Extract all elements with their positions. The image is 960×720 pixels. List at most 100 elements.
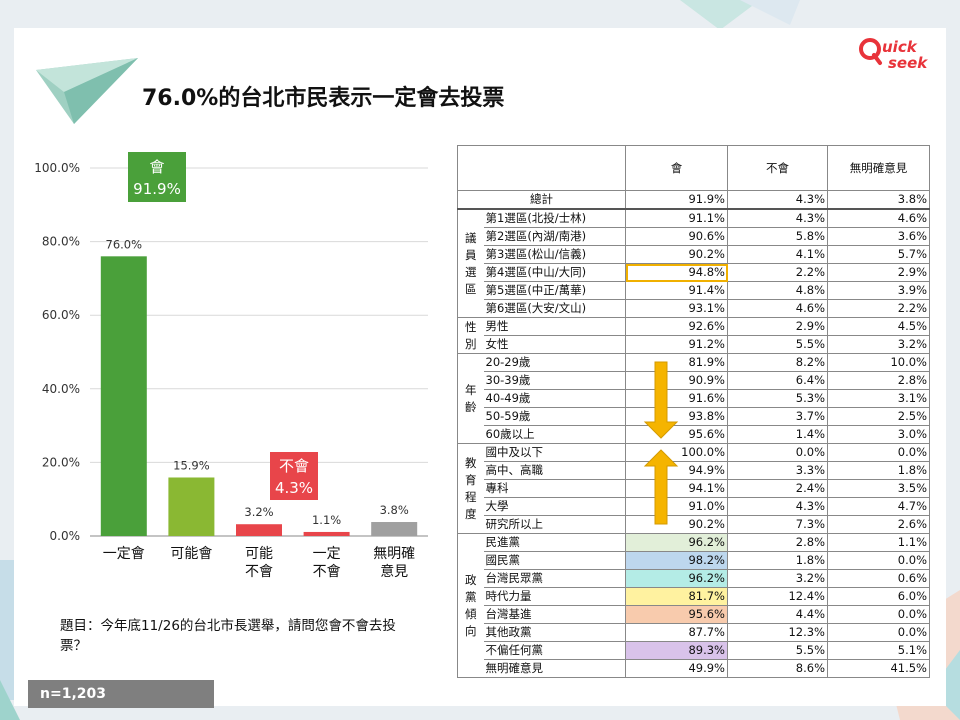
row-label: 男性 — [483, 317, 626, 336]
table-cell: 90.2% — [625, 245, 728, 264]
table-cell: 5.7% — [827, 245, 930, 264]
row-label: 國中及以下 — [483, 443, 626, 462]
row-label: 其他政黨 — [483, 623, 626, 642]
data-label: 15.9% — [173, 458, 210, 472]
table-cell: 95.6% — [625, 425, 728, 444]
row-label: 50-59歲 — [483, 407, 626, 426]
table-cell: 4.3% — [727, 190, 828, 210]
row-label: 時代力量 — [483, 587, 626, 606]
table-cell: 2.4% — [727, 479, 828, 498]
table-cell: 3.9% — [827, 281, 930, 300]
data-label: 76.0% — [106, 237, 143, 251]
paper-plane-icon — [36, 58, 138, 124]
table-cell: 91.6% — [625, 389, 728, 408]
table-cell: 3.2% — [827, 335, 930, 354]
table-cell: 0.6% — [827, 569, 930, 588]
table-cell: 1.4% — [727, 425, 828, 444]
row-label: 總計 — [457, 190, 626, 210]
table-cell: 2.9% — [727, 317, 828, 336]
table-cell: 49.9% — [625, 659, 728, 678]
row-label: 20-29歲 — [483, 353, 626, 372]
table-cell: 2.5% — [827, 407, 930, 426]
table-row: 40-49歲 91.6% 5.3% 3.1% — [458, 389, 930, 408]
table-cell: 4.1% — [727, 245, 828, 264]
table-cell: 3.6% — [827, 227, 930, 246]
table-cell: 0.0% — [727, 443, 828, 462]
row-label: 研究所以上 — [483, 515, 626, 534]
row-label: 女性 — [483, 335, 626, 354]
table-cell: 96.2% — [625, 533, 728, 552]
callout-value: 4.3% — [275, 479, 313, 497]
group-label: 性別 — [457, 317, 484, 354]
table-row: 無明確意見 49.9% 8.6% 41.5% — [458, 659, 930, 678]
row-label: 第2選區(內湖/南港) — [483, 227, 626, 246]
table-cell: 8.2% — [727, 353, 828, 372]
table-cell: 91.4% — [625, 281, 728, 300]
table-row: 年齡 20-29歲 81.9% 8.2% 10.0% — [457, 353, 930, 444]
table-cell: 90.6% — [625, 227, 728, 246]
callout-value: 91.9% — [133, 180, 181, 198]
table-cell: 3.1% — [827, 389, 930, 408]
sample-size: n=1,203 — [28, 680, 214, 708]
table-cell: 3.8% — [827, 190, 930, 210]
table-row: 女性 91.2% 5.5% 3.2% — [458, 335, 930, 354]
table-cell: 93.8% — [625, 407, 728, 426]
table-cell: 93.1% — [625, 299, 728, 318]
table-row: 第5選區(中正/萬華) 91.4% 4.8% 3.9% — [458, 281, 930, 300]
x-tick-label: 無明確 — [373, 546, 415, 562]
row-label: 第4選區(中山/大同) — [483, 263, 626, 282]
row-label: 第1選區(北投/士林) — [483, 208, 626, 228]
table-cell: 91.9% — [625, 190, 728, 210]
table-cell: 1.8% — [827, 461, 930, 480]
y-tick-label: 20.0% — [42, 455, 80, 469]
row-label: 60歲以上 — [483, 425, 626, 444]
table-cell: 4.8% — [727, 281, 828, 300]
y-tick-label: 0.0% — [50, 529, 81, 543]
table-cell: 81.9% — [625, 353, 728, 372]
table-cell: 3.7% — [727, 407, 828, 426]
table-row: 不偏任何黨 89.3% 5.5% 5.1% — [458, 641, 930, 660]
table-cell: 41.5% — [827, 659, 930, 678]
header-will: 會 — [625, 145, 728, 191]
table-row: 30-39歲 90.9% 6.4% 2.8% — [458, 371, 930, 390]
table-cell: 0.0% — [827, 605, 930, 624]
table-row: 其他政黨 87.7% 12.3% 0.0% — [458, 623, 930, 642]
table-cell: 0.0% — [827, 551, 930, 570]
table-cell: 2.8% — [727, 533, 828, 552]
row-label: 第6選區(大安/文山) — [483, 299, 626, 318]
svg-text:uick: uick — [882, 38, 918, 56]
table-cell: 12.4% — [727, 587, 828, 606]
y-tick-label: 80.0% — [42, 235, 80, 249]
table-cell: 81.7% — [625, 587, 728, 606]
group-label: 議員選區 — [457, 208, 484, 318]
table-cell: 94.1% — [625, 479, 728, 498]
row-label: 台灣民眾黨 — [483, 569, 626, 588]
table-cell: 2.8% — [827, 371, 930, 390]
table-cell: 5.5% — [727, 641, 828, 660]
table-cell: 95.6% — [625, 605, 728, 624]
table-row: 台灣民眾黨 96.2% 3.2% 0.6% — [458, 569, 930, 588]
table-cell: 90.2% — [625, 515, 728, 534]
table-cell: 89.3% — [625, 641, 728, 660]
header-will-not: 不會 — [727, 145, 828, 191]
row-label: 不偏任何黨 — [483, 641, 626, 660]
bar-chart: 0.0%20.0%40.0%60.0%80.0%100.0%76.0%一定會15… — [34, 152, 428, 580]
table-cell: 94.9% — [625, 461, 728, 480]
row-label: 第3選區(松山/信義) — [483, 245, 626, 264]
group-label: 教育程度 — [457, 443, 484, 534]
crosstab-table: 會 不會 無明確意見 總計 91.9% 4.3% 3.8% 議員選區第1選區(北投/士林… — [457, 145, 930, 678]
table-row: 性別男性 92.6% 2.9% 4.5% — [457, 317, 930, 354]
table-row: 教育程度國中及以下 100.0% 0.0% 0.0% — [457, 443, 930, 534]
table-cell: 2.9% — [827, 263, 930, 282]
table-row: 60歲以上 95.6% 1.4% 3.0% — [458, 425, 930, 444]
table-row: 大學 91.0% 4.3% 4.7% — [458, 497, 930, 516]
row-label: 第5選區(中正/萬華) — [483, 281, 626, 300]
data-label: 3.2% — [244, 505, 273, 519]
table-header-row: 會 不會 無明確意見 — [457, 145, 930, 191]
row-label: 高中、高職 — [483, 461, 626, 480]
table-cell: 1.8% — [727, 551, 828, 570]
row-label: 無明確意見 — [483, 659, 626, 678]
row-label: 大學 — [483, 497, 626, 516]
table-cell: 6.0% — [827, 587, 930, 606]
table-cell: 7.3% — [727, 515, 828, 534]
